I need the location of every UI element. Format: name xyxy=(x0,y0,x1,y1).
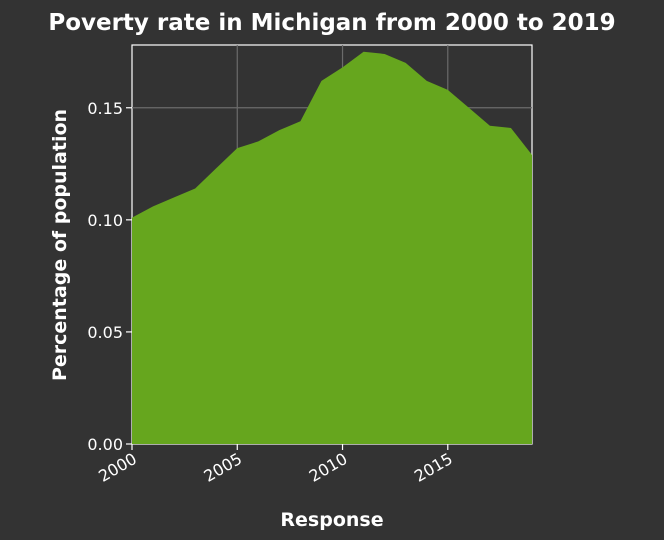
y-tick-label: 0.10 xyxy=(87,211,123,230)
chart-title: Poverty rate in Michigan from 2000 to 20… xyxy=(48,10,615,36)
x-tick-label: 2010 xyxy=(306,449,351,486)
y-axis-label: Percentage of population xyxy=(49,109,71,381)
area-series xyxy=(132,51,532,444)
plot-area: 0.00 0.05 0.10 0.15 2000 2005 2010 2015 xyxy=(87,44,533,486)
y-tick-label: 0.05 xyxy=(87,323,123,342)
x-axis-label: Response xyxy=(280,509,383,531)
y-tick-label: 0.00 xyxy=(87,435,123,454)
y-tick-label: 0.15 xyxy=(87,99,123,118)
x-tick-label: 2005 xyxy=(200,449,245,486)
x-tick-label: 2000 xyxy=(95,449,140,486)
x-tick-label: 2015 xyxy=(411,449,456,486)
